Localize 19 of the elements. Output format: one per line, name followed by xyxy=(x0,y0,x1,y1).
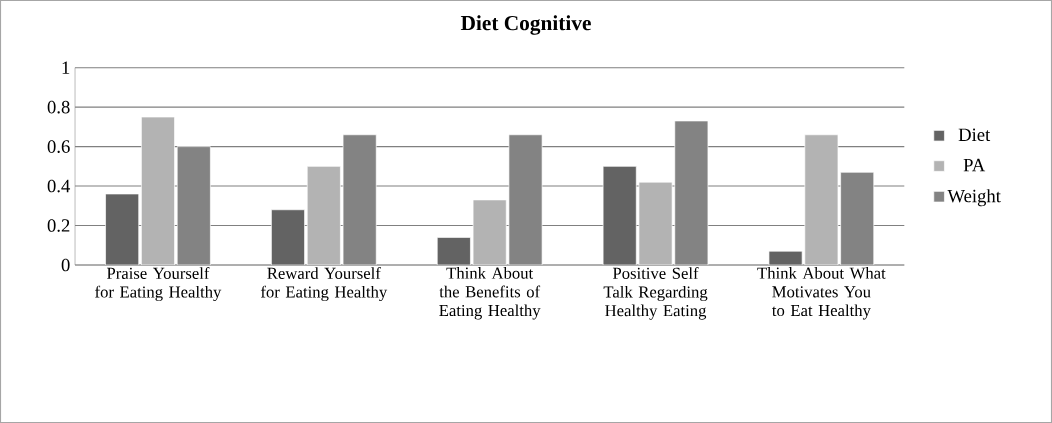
x-tick-label: Think About What Motivates You to Eat Healthy xyxy=(757,267,886,320)
y-tick-label: 0.2 xyxy=(47,219,70,232)
legend-label: Weight xyxy=(947,189,1001,207)
y-tick-label: 0.8 xyxy=(47,100,70,114)
y-tick-label: 1 xyxy=(62,61,70,74)
legend-label: PA xyxy=(963,158,986,172)
x-tick-label: Reward Yourself for Eating Healthy xyxy=(260,267,388,302)
bar xyxy=(768,250,803,265)
y-tick-label: 0.4 xyxy=(47,179,71,193)
x-tick-label: Think About the Benefits of Eating Healthy xyxy=(439,267,541,320)
legend-label: Diet xyxy=(958,128,991,142)
bar xyxy=(105,193,140,265)
y-tick-label: 0 xyxy=(61,258,70,272)
x-tick-label: Positive Self Talk Regarding Healthy Eating xyxy=(603,267,708,320)
bar xyxy=(271,209,305,265)
chart-title: Diet Cognitive xyxy=(460,15,591,35)
bar xyxy=(141,116,175,265)
x-tick-label: Praise Yourself for Eating Healthy xyxy=(95,267,222,302)
y-tick-label: 0.6 xyxy=(47,140,70,153)
